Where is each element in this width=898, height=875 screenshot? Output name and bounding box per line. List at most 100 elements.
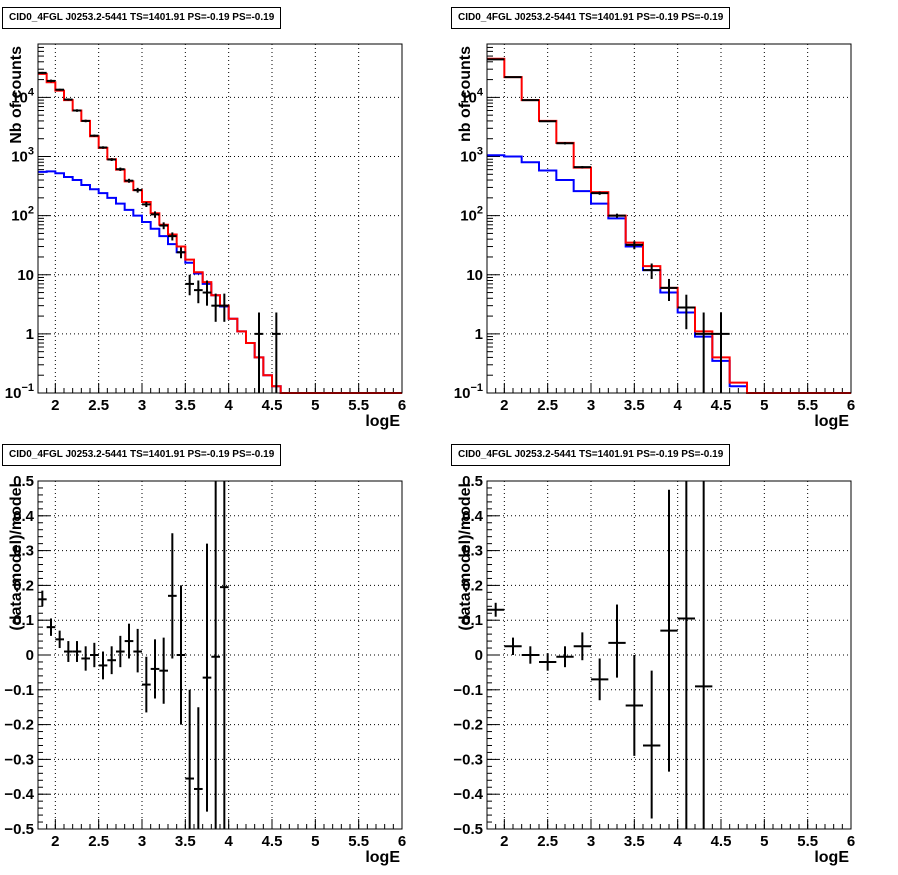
data-point [55,630,64,649]
chart-counts-right: 2 2.5 3 3.5 4 4.5 5 5.5 6 10−1 1 10 102 103 104 logE nb … [454,43,855,430]
y-tick-label: 103 [460,146,483,166]
y-tick-label: 104 [460,86,484,106]
data-point [194,707,203,829]
y-tick-label: 0.3 [462,543,483,560]
data-point [185,689,194,829]
x-tick-label: 5 [311,833,319,850]
chart-counts-left: 2 2.5 3 3.5 4 4.5 5 5.5 6 10−1 1 10 102 103 104 logE Nb … [5,43,406,430]
data-point [124,623,134,659]
y-tick-label: 0.2 [462,577,483,594]
data-point [487,58,505,61]
x-tick-label: 4.5 [262,397,283,414]
x-tick-label: 3.5 [175,833,196,850]
data-point [202,280,212,306]
y-tick-label: 0.4 [13,508,35,525]
data-point [556,646,574,668]
data-point [46,618,56,636]
data-point [168,232,177,241]
plot-frame [37,480,403,830]
x-tick-label: 4 [224,833,233,850]
data-point [521,646,539,664]
y-tick-label: −0.3 [4,751,34,768]
y-tick-label: 0.3 [13,543,34,560]
data-point [677,481,695,829]
y-tick-label: 0.5 [13,473,34,490]
data-point [142,202,151,207]
x-tick-label: 2 [500,397,508,414]
data-point [254,312,264,393]
x-tick-label: 2 [51,833,59,850]
data-point [159,222,168,230]
data-point [133,628,142,673]
data-point [98,651,108,680]
data-point [504,637,522,655]
data-point [608,213,626,218]
data-point [695,481,713,829]
x-tick-label: 2.5 [537,397,558,414]
y-axis-label: Nb of counts [8,46,25,144]
data-point [504,76,522,79]
data-point [98,146,108,149]
x-tick-label: 5.5 [348,397,369,414]
data-point [38,590,47,607]
x-tick-label: 6 [847,397,855,414]
data-point [573,632,591,661]
data-point [64,98,73,101]
data-point [46,79,56,83]
y-tick-label: −0.2 [4,717,34,734]
y-tick-label: −0.4 [453,786,483,803]
y-tick-label: 1 [475,326,483,343]
y-tick-label: 0 [475,647,483,664]
data-point [591,191,609,195]
panel-top-right: 2 2.5 3 3.5 4 4.5 5 5.5 6 10−1 1 10 102 103 104 logE nb … [449,0,898,437]
x-tick-label: 2 [51,397,59,414]
y-tick-label: 102 [11,205,34,225]
y-tick-label: −0.3 [453,751,483,768]
data-point [159,637,168,704]
data-point [64,641,73,662]
data-point [90,134,99,137]
data-point [539,120,557,123]
data-point [220,481,229,829]
data-point [72,641,82,662]
data-point [677,294,695,330]
y-tick-label: −0.4 [4,786,34,803]
y-tick-label: 1 [26,326,34,343]
series-model-background [487,154,851,394]
data-point [643,670,661,819]
y-tick-label: 0.5 [462,473,483,490]
data-point [107,158,116,161]
data-point [133,187,142,193]
x-tick-label: 5.5 [797,397,818,414]
data-point [185,274,194,296]
data-point [150,639,160,699]
x-tick-label: 5 [311,397,319,414]
series-model-total [487,57,851,394]
x-tick-label: 4 [673,833,682,850]
y-tick-label: −0.2 [453,717,483,734]
plot-frame [486,43,852,394]
y-axis-label: (data-model)/model [457,483,474,631]
x-tick-label: 4 [224,397,233,414]
y-tick-label: −0.5 [453,821,483,838]
x-tick-label: 5 [760,833,768,850]
data-point [220,293,229,322]
data-point [116,635,125,668]
x-tick-label: 5.5 [797,833,818,850]
y-tick-label: 0.2 [13,577,34,594]
x-tick-label: 6 [398,397,406,414]
data-point [202,543,212,812]
y-tick-label: 0.4 [462,508,484,525]
x-tick-label: 4 [673,397,682,414]
x-axis-label: logE [814,413,849,430]
chart-title: CID0_4FGL J0253.2-5441 TS=1401.91 PS=-0.… [2,444,282,466]
y-tick-label: 10 [466,267,483,284]
chart-residuals-left: 2 2.5 3 3.5 4 4.5 5 5.5 6 −0.5 −0.4 −0.3 −0.2 −0.1 0 0.… [4,473,406,866]
y-tick-label: 0.1 [13,612,34,629]
data-point [81,646,90,671]
data-point [539,653,557,671]
x-tick-label: 4.5 [711,833,732,850]
chart-residuals-right: 2 2.5 3 3.5 4 4.5 5 5.5 6 −0.5 −0.4 −0.3 −0.2 −0.1 0 0.… [453,473,855,866]
x-tick-label: 3.5 [624,397,645,414]
x-tick-label: 3 [138,397,146,414]
